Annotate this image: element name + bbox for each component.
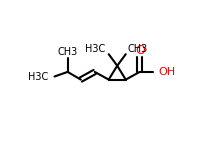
Text: O: O (135, 44, 145, 57)
Text: CH3: CH3 (127, 44, 148, 54)
Text: CH3: CH3 (58, 47, 78, 57)
Text: H3C: H3C (28, 72, 48, 81)
Text: H3C: H3C (85, 44, 105, 54)
Text: OH: OH (158, 67, 175, 77)
